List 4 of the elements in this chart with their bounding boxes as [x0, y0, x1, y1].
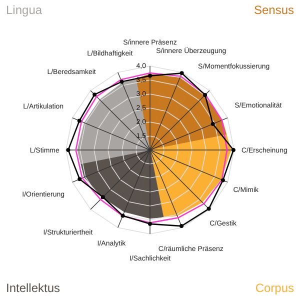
text: Intellektus: [6, 281, 60, 295]
text: Lingua: [6, 3, 42, 17]
text: Sensus: [254, 3, 294, 17]
text: Corpus: [255, 281, 294, 295]
